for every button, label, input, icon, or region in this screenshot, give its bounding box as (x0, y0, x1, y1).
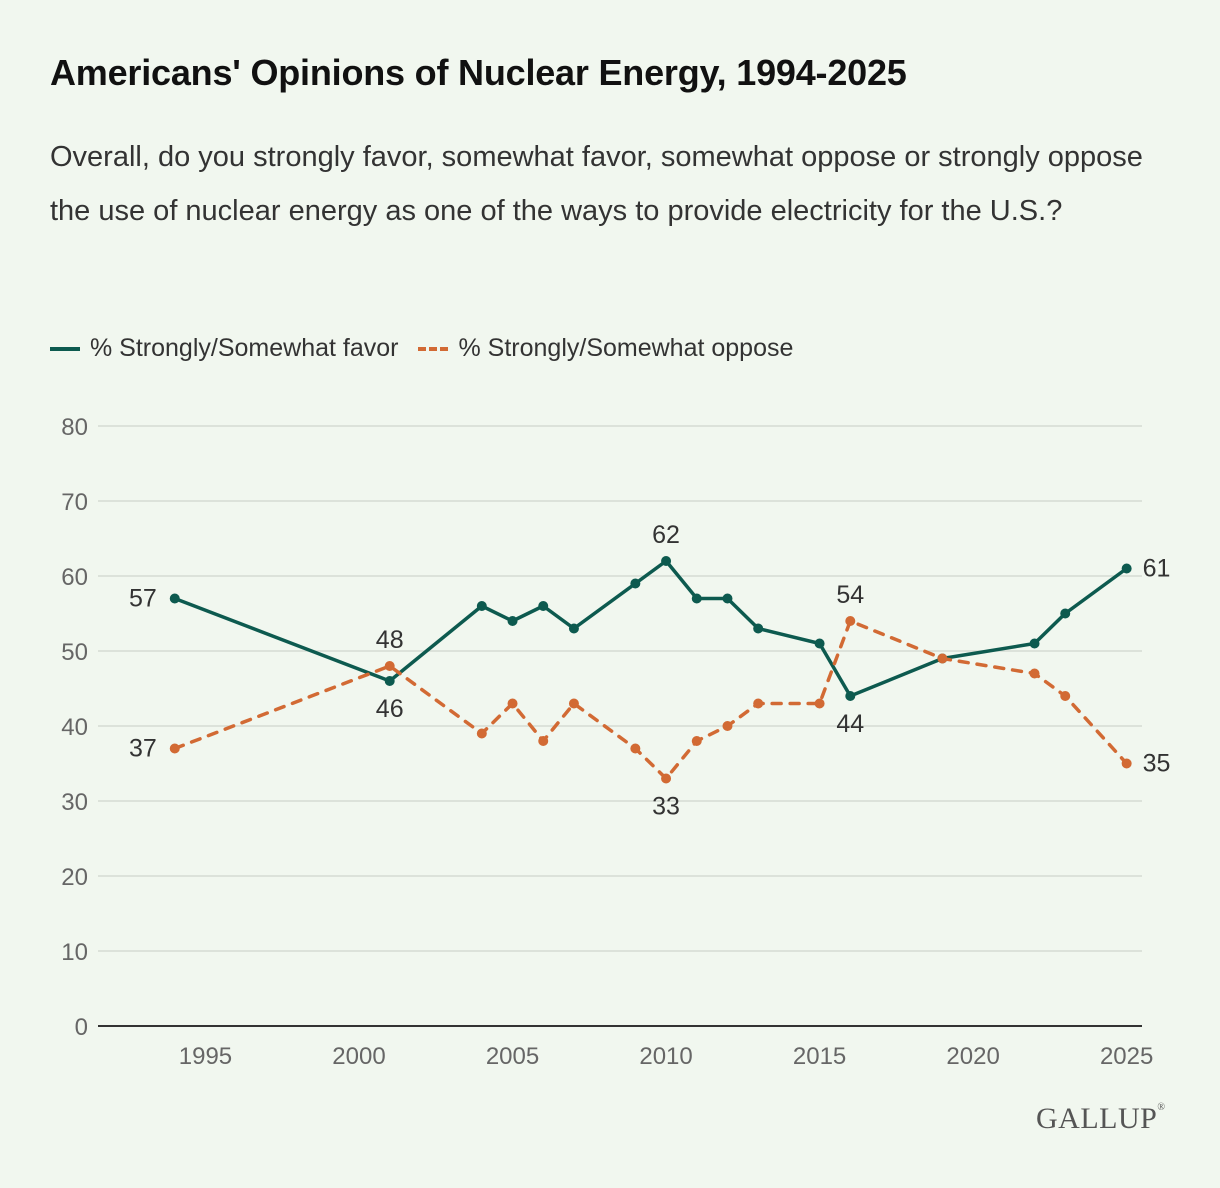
legend-item-oppose: % Strongly/Somewhat oppose (418, 334, 793, 363)
series-line-favor (173, 559, 1129, 698)
y-tick-label-80: 80 (61, 414, 88, 441)
data-label-favor-2025: 61 (1143, 555, 1171, 583)
data-point-oppose-2012 (722, 721, 733, 731)
data-point-favor-2005 (507, 616, 518, 626)
x-tick-label-2025: 2025 (1100, 1043, 1153, 1070)
data-point-favor-2006 (538, 601, 549, 611)
y-tick-label-30: 30 (61, 789, 88, 816)
data-point-favor-2009 (630, 578, 641, 589)
gallup-logo: GALLUP® (1036, 1102, 1165, 1136)
legend-swatch-favor (50, 346, 80, 351)
x-tick-label-2000: 2000 (332, 1043, 385, 1070)
data-label-oppose-2001: 48 (376, 626, 404, 654)
data-point-oppose-2011 (691, 736, 702, 746)
data-point-favor-2013 (753, 623, 764, 634)
series-line-oppose (173, 619, 1129, 781)
data-point-oppose-1994 (169, 743, 180, 754)
data-point-oppose-2022 (1029, 668, 1040, 679)
data-label-oppose-1994: 37 (129, 735, 157, 763)
gallup-logo-text: GALLUP (1036, 1102, 1158, 1135)
data-point-favor-2015 (814, 638, 825, 649)
data-point-oppose-2023 (1060, 691, 1071, 701)
chart-subtitle: Overall, do you strongly favor, somewhat… (50, 141, 1143, 227)
y-tick-label-70: 70 (61, 489, 88, 516)
data-point-favor-2011 (691, 593, 702, 604)
data-label-favor-2010: 62 (652, 521, 680, 549)
data-point-favor-2004 (476, 601, 487, 611)
data-label-favor-1994: 57 (129, 585, 157, 613)
data-label-favor-2001: 46 (376, 695, 404, 723)
data-point-oppose-2007 (568, 698, 579, 709)
chart-legend: % Strongly/Somewhat favor % Strongly/Som… (50, 334, 793, 363)
data-point-oppose-2025 (1121, 758, 1132, 769)
data-point-favor-2001 (384, 676, 395, 686)
data-label-oppose-2025: 35 (1143, 750, 1171, 778)
x-tick-label-2015: 2015 (793, 1043, 846, 1070)
data-point-oppose-2009 (630, 743, 641, 754)
x-tick-label-2005: 2005 (486, 1043, 539, 1070)
data-point-favor-2012 (722, 593, 733, 604)
data-point-oppose-2015 (814, 698, 825, 709)
data-point-favor-2022 (1029, 638, 1040, 649)
data-label-oppose-2010: 33 (652, 793, 680, 821)
registered-mark: ® (1157, 1102, 1166, 1113)
legend-label-favor: % Strongly/Somewhat favor (90, 334, 399, 362)
data-point-oppose-2001 (384, 661, 395, 671)
data-point-oppose-2006 (538, 736, 549, 746)
y-tick-label-0: 0 (75, 1014, 88, 1041)
y-tick-label-50: 50 (61, 639, 88, 666)
x-tick-label-1995: 1995 (179, 1043, 232, 1070)
x-tick-label-2010: 2010 (639, 1043, 692, 1070)
data-point-favor-2007 (568, 623, 579, 634)
legend-item-favor: % Strongly/Somewhat favor (50, 334, 398, 363)
data-point-oppose-2005 (507, 698, 518, 709)
data-point-oppose-2016 (845, 616, 856, 626)
y-tick-label-20: 20 (61, 864, 88, 891)
data-point-favor-2010 (661, 556, 672, 566)
data-label-favor-2016: 44 (836, 710, 864, 738)
data-label-oppose-2016: 54 (836, 581, 864, 609)
y-tick-label-10: 10 (61, 939, 88, 966)
data-point-favor-2023 (1060, 608, 1071, 619)
chart-title: Americans' Opinions of Nuclear Energy, 1… (50, 52, 907, 93)
data-point-oppose-2013 (753, 698, 764, 709)
data-point-oppose-2004 (476, 728, 487, 739)
data-point-favor-2016 (845, 691, 856, 701)
legend-label-oppose: % Strongly/Somewhat oppose (458, 334, 794, 362)
data-point-favor-2025 (1121, 563, 1132, 574)
data-point-oppose-2019 (937, 653, 948, 664)
x-tick-label-2020: 2020 (946, 1043, 999, 1070)
legend-swatch-oppose (418, 346, 449, 351)
data-point-oppose-2010 (661, 773, 672, 784)
y-tick-label-40: 40 (61, 714, 88, 741)
data-point-favor-1994 (169, 593, 180, 604)
y-tick-label-60: 60 (61, 564, 88, 591)
